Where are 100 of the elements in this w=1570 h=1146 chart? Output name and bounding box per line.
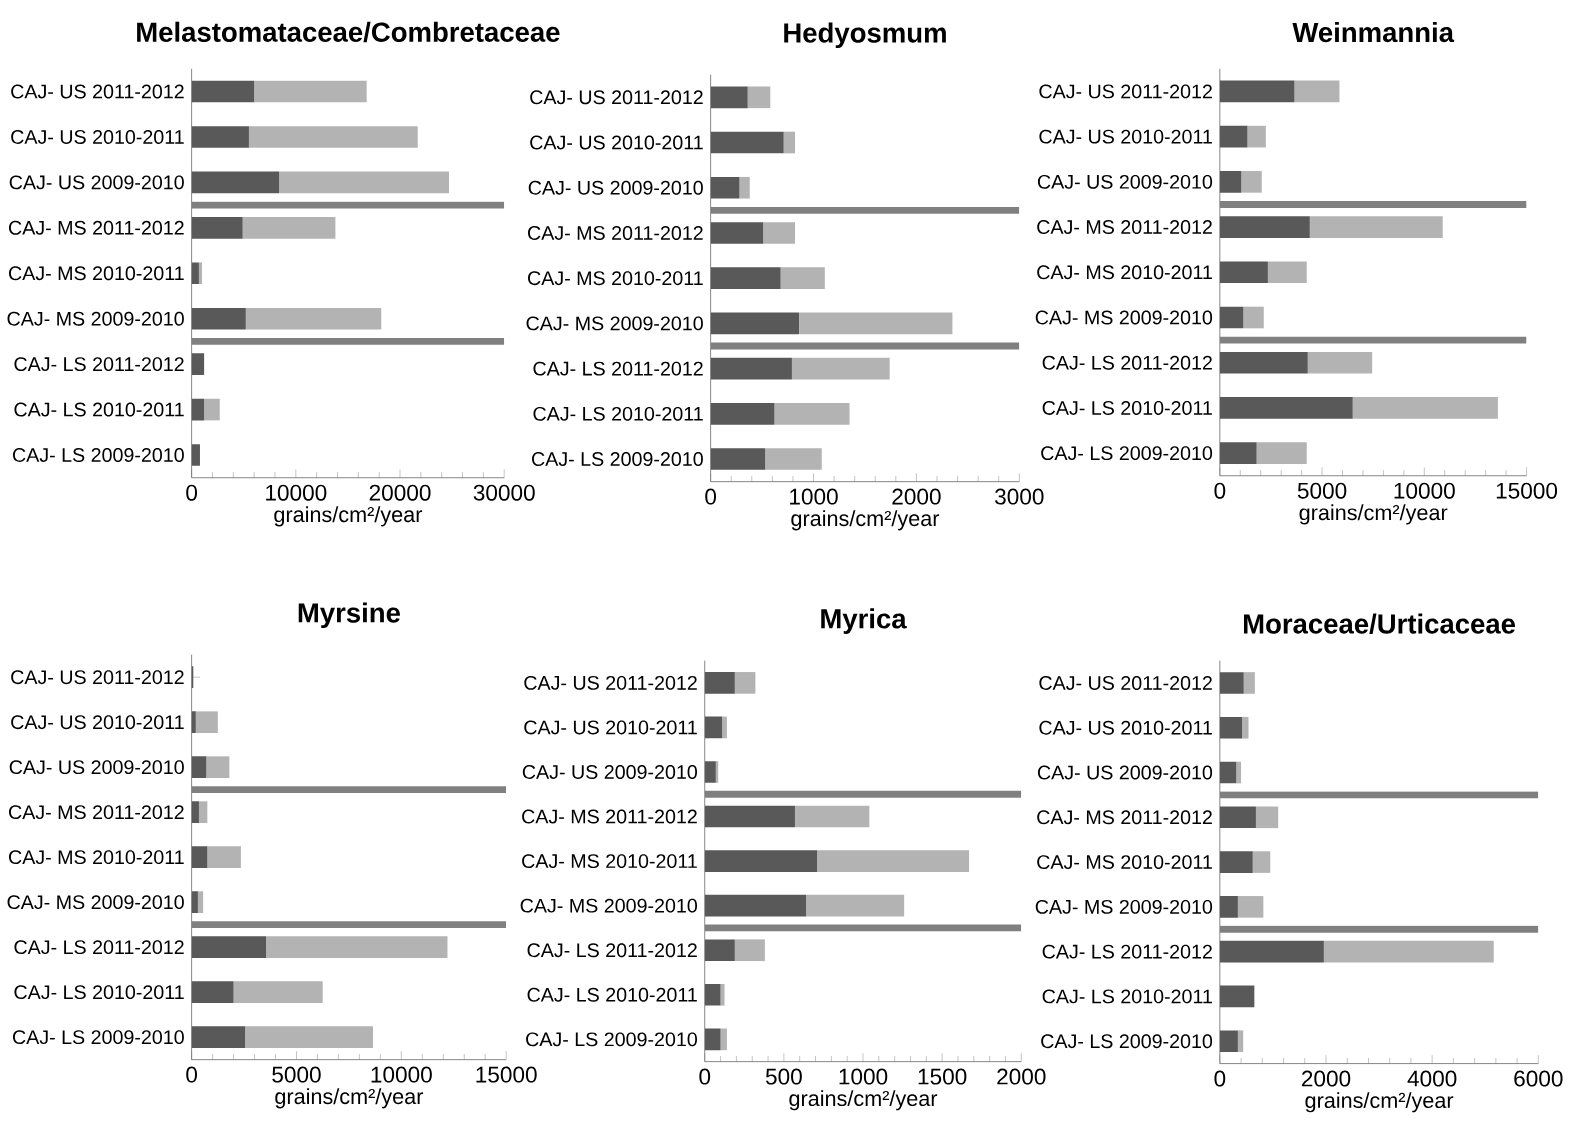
bar <box>734 939 765 961</box>
bar <box>198 262 203 284</box>
bar <box>1219 170 1242 193</box>
chart-title: Weinmannia <box>1292 21 1455 43</box>
x-tick-label: 3000 <box>995 488 1044 505</box>
x-tick-label: 0 <box>1214 1070 1226 1087</box>
bar <box>191 801 199 823</box>
y-tick-label: CAJ- US 2009-2010 <box>528 180 703 195</box>
x-axis-title: grains/cm²/year <box>1305 1092 1454 1113</box>
bar <box>710 357 792 380</box>
y-tick-label: CAJ- LS 2010-2011 <box>14 985 184 1000</box>
bar <box>1219 125 1248 148</box>
y-tick-label: CAJ- LS 2009-2010 <box>532 452 703 466</box>
bar <box>191 981 234 1003</box>
y-tick-label: CAJ- US 2010-2011 <box>524 720 697 735</box>
bar <box>791 357 890 380</box>
y-tick-label: CAJ- MS 2011-2012 <box>1037 810 1212 825</box>
bar <box>191 126 249 148</box>
bar <box>710 402 775 425</box>
bar <box>1219 985 1255 1008</box>
y-tick-label: CAJ- US 2010-2011 <box>1039 720 1212 735</box>
y-tick-label: CAJ- US 2009-2010 <box>1037 174 1213 189</box>
bar <box>739 176 750 199</box>
y-tick-label: CAJ- US 2011-2012 <box>1039 84 1212 99</box>
x-tick-label: 0 <box>699 1068 711 1085</box>
bar <box>722 716 727 739</box>
y-tick-label: CAJ- MS 2010-2011 <box>1037 265 1212 280</box>
bar <box>191 711 196 733</box>
bar <box>710 312 800 335</box>
bar <box>1352 397 1498 419</box>
bar <box>1219 1030 1238 1052</box>
bar <box>191 262 199 284</box>
bar <box>710 86 748 109</box>
y-tick-label: CAJ- US 2011-2012 <box>11 670 184 685</box>
bar <box>191 353 205 375</box>
y-tick-label: CAJ- LS 2011-2012 <box>1042 355 1212 370</box>
bar <box>191 846 208 868</box>
bar <box>1219 851 1253 873</box>
x-tick-label: 2000 <box>997 1068 1046 1085</box>
y-tick-label: CAJ- MS 2009-2010 <box>7 895 184 910</box>
bar <box>710 222 764 244</box>
bar <box>206 756 230 778</box>
bar <box>1255 806 1279 829</box>
bar <box>195 711 218 733</box>
x-tick-label: 6000 <box>1514 1070 1563 1087</box>
x-tick-label: 10000 <box>1394 482 1455 499</box>
bar <box>191 216 243 239</box>
bar <box>1256 442 1307 464</box>
y-tick-label: CAJ- MS 2010-2011 <box>522 854 697 868</box>
bar <box>1323 940 1494 963</box>
bar <box>1307 351 1373 374</box>
y-tick-label: CAJ- US 2011-2012 <box>1039 675 1212 690</box>
bar <box>191 936 267 958</box>
x-tick-label: 5000 <box>272 1066 321 1083</box>
bar <box>1242 716 1249 739</box>
y-tick-label: CAJ- US 2009-2010 <box>9 175 184 190</box>
y-tick-label: CAJ- LS 2010-2011 <box>1042 989 1212 1004</box>
bar <box>1247 125 1266 148</box>
y-tick-label: CAJ- LS 2009-2010 <box>12 447 184 462</box>
y-tick-label: CAJ- MS 2009-2010 <box>520 898 697 913</box>
chart-title: Hedyosmum <box>784 22 946 49</box>
bar <box>1219 216 1310 238</box>
y-tick-label: CAJ- LS 2009-2010 <box>526 1032 697 1047</box>
bar <box>1237 895 1264 918</box>
bar <box>765 448 822 470</box>
y-tick-label: CAJ- US 2010-2011 <box>1039 129 1212 144</box>
y-tick-label: CAJ- LS 2010-2011 <box>14 402 184 417</box>
bar <box>704 1028 721 1051</box>
bar <box>1219 672 1244 694</box>
bar <box>1309 216 1443 238</box>
bar <box>720 1028 727 1051</box>
bar <box>1236 761 1242 784</box>
y-tick-label: CAJ- US 2011-2012 <box>11 84 184 99</box>
bar <box>799 312 953 335</box>
bar <box>1219 442 1257 464</box>
x-tick-label: 20000 <box>369 484 431 501</box>
x-tick-label: 10000 <box>266 484 327 501</box>
bar <box>720 983 725 1006</box>
bar <box>1243 306 1264 329</box>
bar <box>191 171 280 194</box>
bar <box>806 894 905 917</box>
y-tick-label: CAJ- US 2011-2012 <box>530 90 703 105</box>
bar <box>780 267 825 289</box>
bar <box>197 891 204 913</box>
bar <box>1267 261 1307 284</box>
y-tick-label: CAJ- LS 2009-2010 <box>12 1030 184 1045</box>
bar <box>774 402 850 425</box>
y-tick-label: CAJ- US 2010-2011 <box>11 129 184 144</box>
x-tick-label: 5000 <box>1297 482 1347 499</box>
x-tick-label: 0 <box>705 488 717 505</box>
y-tick-label: CAJ- MS 2011-2012 <box>9 220 184 235</box>
bar <box>207 846 241 868</box>
bar <box>704 894 807 917</box>
bar <box>191 891 198 913</box>
bar <box>279 171 449 194</box>
y-tick-label: CAJ- MS 2009-2010 <box>1035 899 1213 914</box>
x-tick-label: 1500 <box>918 1068 967 1085</box>
bar <box>1219 806 1256 829</box>
bar <box>1219 895 1238 918</box>
bar <box>704 671 735 694</box>
